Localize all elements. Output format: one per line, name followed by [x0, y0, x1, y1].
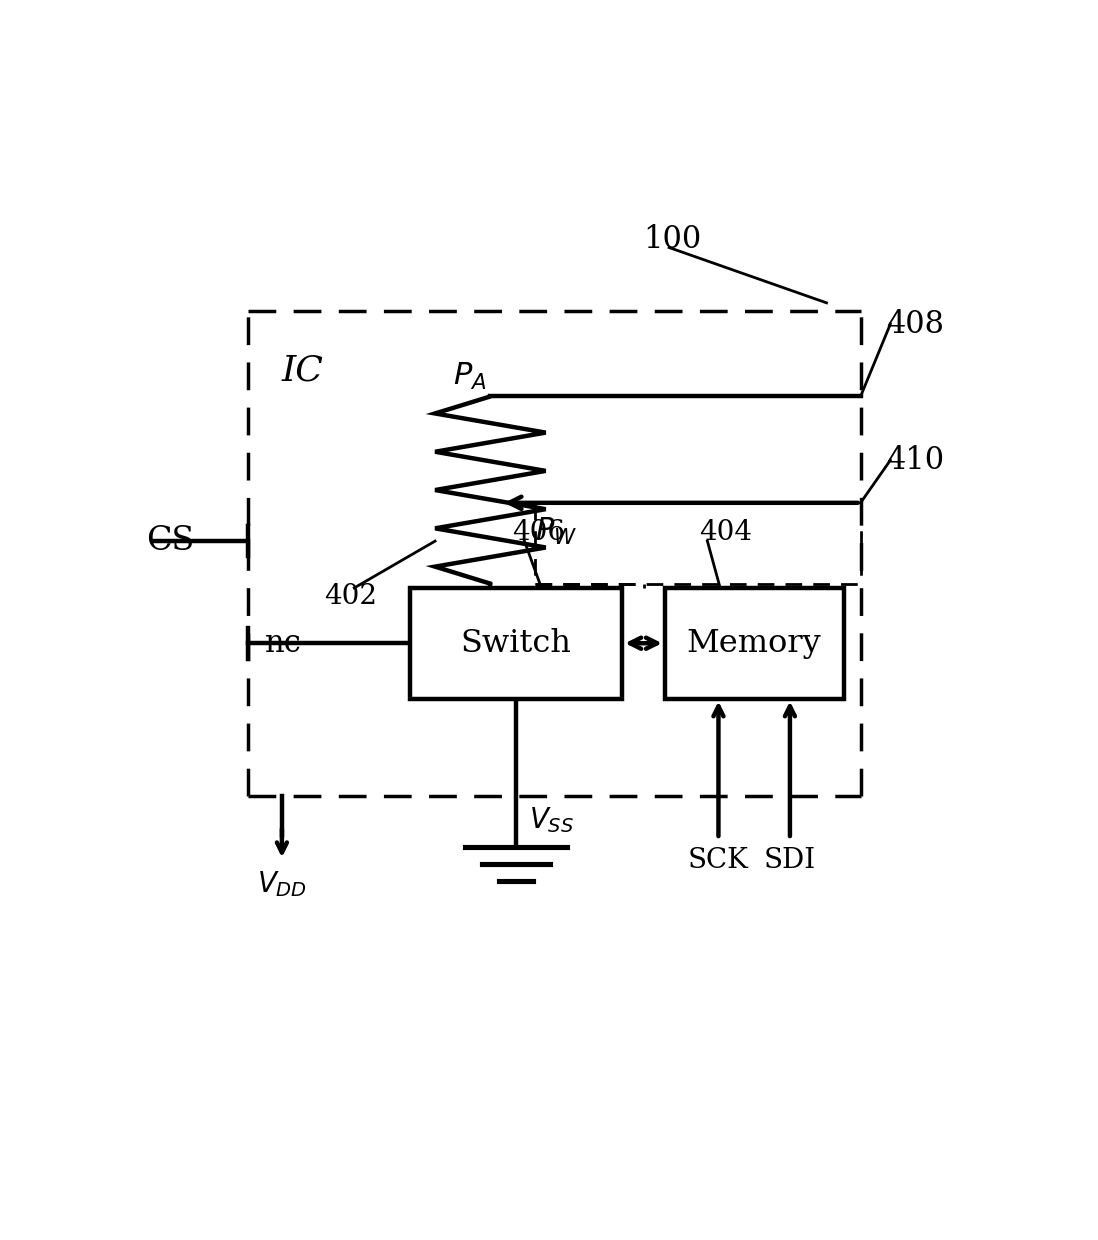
Text: SDI: SDI	[764, 847, 816, 874]
Text: nc: nc	[265, 627, 302, 658]
Text: 404: 404	[699, 520, 752, 546]
Text: $P_W$: $P_W$	[536, 516, 578, 547]
Text: $P_A$: $P_A$	[452, 361, 486, 392]
Text: 402: 402	[325, 583, 378, 610]
Text: 408: 408	[886, 309, 944, 340]
Bar	[410, 588, 623, 698]
Text: 406: 406	[512, 520, 564, 546]
Text: SCK: SCK	[688, 847, 749, 874]
Text: Switch: Switch	[460, 627, 571, 658]
Text: $V_{SS}$: $V_{SS}$	[529, 805, 574, 835]
Text: $P_B$: $P_B$	[448, 593, 482, 624]
Text: 410: 410	[886, 445, 944, 476]
Text: CS: CS	[146, 525, 194, 557]
Text: $V_{DD}$: $V_{DD}$	[257, 869, 307, 899]
Text: Memory: Memory	[687, 627, 821, 658]
Text: IC: IC	[282, 353, 324, 388]
Bar	[665, 588, 843, 698]
Text: 100: 100	[643, 223, 702, 254]
